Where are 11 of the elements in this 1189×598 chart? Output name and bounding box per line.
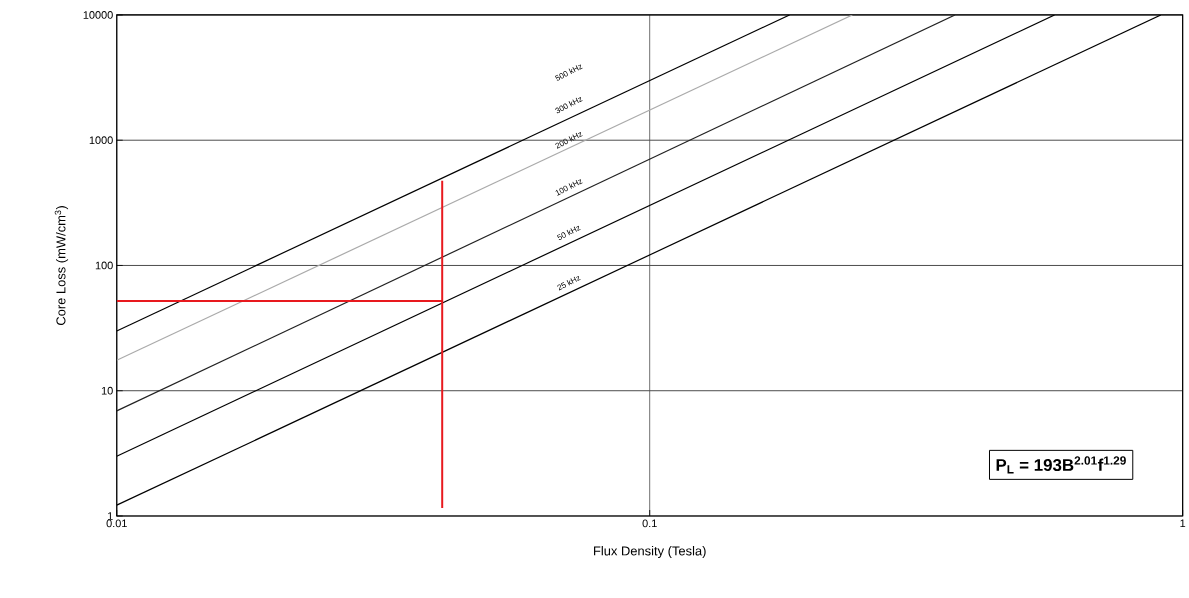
y-tick-label: 10000 [83,11,113,19]
annotation: P$_{L}$ = 193B$^{2.01}$f$^{1.29}$ [996,456,1126,474]
x-tick-label: 0.1 [642,519,657,528]
x-tick-label: 0.01 [106,519,127,528]
x-tick-label: 1 [1180,519,1186,528]
y-tick-label: 1 [107,512,113,520]
y-axis-title: Core Loss (mW/cm$^{3}$) [54,206,69,326]
y-tick-label: 100 [95,261,113,270]
y-tick-label: 1000 [89,136,113,145]
x-axis-title: Flux Density (Tesla) [594,546,706,559]
y-tick-label: 10 [101,386,113,395]
